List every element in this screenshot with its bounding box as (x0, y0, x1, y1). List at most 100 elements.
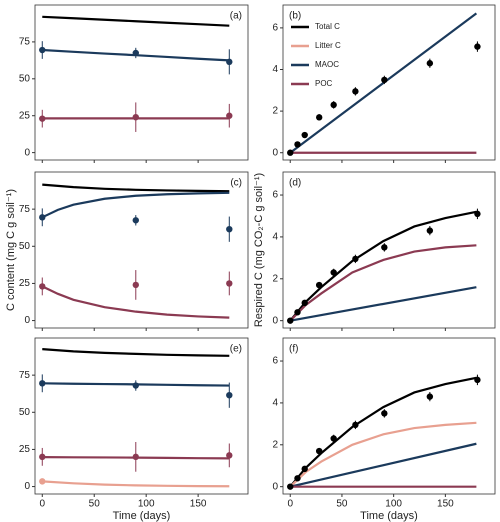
panel-label: (c) (230, 178, 242, 189)
data-point (315, 281, 323, 289)
data-point (226, 452, 233, 459)
panel-label: (d) (289, 178, 301, 189)
x-tick-label: 100 (385, 499, 402, 510)
data-point (330, 269, 337, 276)
y-tick-label: 25 (19, 278, 31, 289)
panel-frame (282, 337, 496, 495)
data-point (132, 382, 139, 389)
data-point (226, 58, 233, 66)
x-axis-title: Time (days) (113, 510, 171, 522)
data-point (474, 43, 481, 50)
data-point (301, 299, 308, 307)
y-axis-title: Respired C (mg CO₂-C g soil⁻¹) (253, 173, 265, 327)
y-tick-label: 0 (272, 481, 278, 492)
panel-frame (34, 171, 249, 329)
panel-label: (b) (289, 11, 301, 22)
y-tick-label: 50 (19, 73, 31, 84)
y-tick-label: 0 (24, 315, 30, 326)
data-point (287, 149, 294, 156)
y-tick-label: 4 (272, 64, 278, 75)
panel-frame (282, 171, 496, 329)
data-point (301, 465, 308, 473)
data-point (352, 255, 359, 263)
legend-label: Litter C (315, 41, 341, 50)
model-line (290, 286, 477, 322)
panel-frame (34, 4, 249, 161)
data-point (226, 112, 233, 119)
panel-label: (a) (230, 11, 242, 22)
data-point (315, 447, 323, 455)
y-tick-label: 0 (24, 481, 30, 492)
data-point (39, 214, 46, 221)
y-tick-label: 2 (272, 439, 278, 450)
data-point (287, 317, 294, 324)
panel-frame (34, 337, 249, 495)
data-point (39, 283, 46, 290)
data-point (39, 115, 46, 122)
model-line (42, 15, 230, 27)
y-tick-label: 75 (19, 370, 31, 381)
data-point (330, 101, 337, 109)
x-tick-label: 0 (287, 499, 293, 510)
y-tick-label: 0 (24, 147, 30, 158)
data-point (294, 309, 301, 316)
data-point (381, 76, 388, 84)
model-line (289, 442, 477, 488)
data-point (426, 227, 434, 234)
model-line (289, 421, 477, 488)
y-tick-label: 6 (272, 356, 278, 367)
x-tick-label: 50 (336, 499, 348, 510)
model-line (42, 183, 230, 193)
y-tick-label: 75 (19, 37, 31, 48)
x-tick-label: 150 (437, 499, 454, 510)
data-point (301, 131, 308, 139)
data-point (39, 46, 46, 54)
data-point (330, 435, 337, 442)
data-point (132, 49, 139, 57)
model-line (41, 191, 230, 219)
data-point (381, 410, 388, 417)
data-point (39, 380, 46, 387)
data-point (352, 88, 359, 95)
y-tick-label: 4 (272, 232, 278, 243)
y-tick-label: 50 (19, 407, 31, 418)
legend-label: MAOC (315, 60, 339, 69)
x-tick-label: 50 (89, 499, 101, 510)
model-line (42, 348, 230, 357)
model-line (42, 480, 230, 488)
y-tick-label: 0 (272, 147, 278, 158)
y-tick-label: 50 (19, 241, 31, 252)
data-point (426, 60, 434, 67)
panel-frame (282, 4, 496, 161)
model-line (289, 12, 478, 154)
data-point (226, 280, 233, 287)
x-tick-label: 100 (138, 499, 155, 510)
data-point (474, 210, 481, 218)
data-point (381, 244, 388, 251)
y-tick-label: 6 (272, 23, 278, 34)
data-point (287, 483, 294, 490)
data-point (132, 217, 139, 224)
y-axis-title: C content (mg C g soil⁻¹) (5, 189, 17, 311)
y-tick-label: 75 (19, 204, 31, 215)
y-tick-label: 25 (19, 110, 31, 121)
data-point (39, 453, 46, 461)
data-point (39, 478, 46, 485)
data-point (132, 453, 139, 461)
y-tick-label: 4 (272, 398, 278, 409)
data-point (294, 475, 301, 482)
legend-label: Total C (315, 22, 340, 31)
x-tick-label: 150 (190, 499, 207, 510)
data-point (226, 226, 233, 233)
data-point (352, 421, 359, 429)
data-point (294, 141, 301, 148)
data-point (226, 392, 233, 399)
data-point (315, 114, 323, 121)
panel-label: (e) (230, 344, 242, 355)
y-tick-label: 6 (272, 190, 278, 201)
panel-label: (f) (289, 344, 298, 355)
data-point (426, 393, 434, 400)
data-point (474, 376, 481, 384)
x-axis-title: Time (days) (360, 510, 418, 522)
